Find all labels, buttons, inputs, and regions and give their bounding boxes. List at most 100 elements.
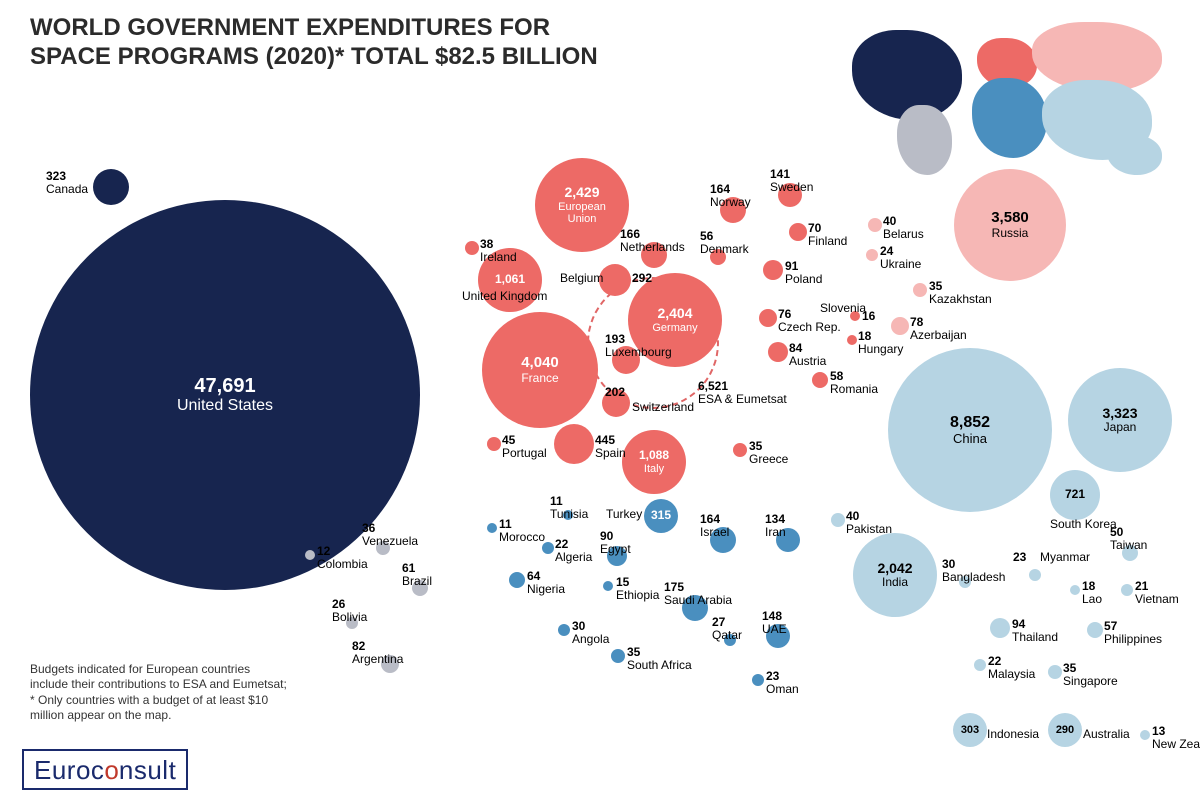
bubble-label: 57Philippines (1104, 620, 1162, 645)
bubble-label: 78Azerbaijan (910, 316, 967, 341)
bubble-label: 50Taiwan (1110, 526, 1147, 551)
bubble-label: 134Iran (765, 513, 786, 538)
bubble-label: Myanmar (1040, 551, 1090, 564)
bubble-label: 27Qatar (712, 616, 742, 641)
bubble-label: 6,521ESA & Eumetsat (698, 380, 787, 405)
bubble-label: 164Israel (700, 513, 729, 538)
bubble-france: 4,040France (482, 312, 598, 428)
bubble-azerbaijan (891, 317, 909, 335)
bubble-label: 175Saudi Arabia (664, 581, 732, 606)
bubble-label: 82Argentina (352, 640, 403, 665)
bubble-canada (93, 169, 129, 205)
bubble-label: 323Canada (46, 170, 88, 195)
bubble-portugal (487, 437, 501, 451)
bubble-eu: 2,429EuropeanUnion (535, 158, 629, 252)
bubble-kazakhstan (913, 283, 927, 297)
bubble-label: 61Brazil (402, 562, 432, 587)
bubble-label: Belgium (560, 272, 603, 285)
bubble-label: 30Angola (572, 620, 609, 645)
bubble-label: 164Norway (710, 183, 751, 208)
bubble-belgium (599, 264, 631, 296)
bubble-algeria (542, 542, 554, 554)
bubble-label: 13New Zealand (1152, 725, 1200, 750)
bubble-label: 193Luxembourg (605, 333, 672, 358)
bubble-label: 94Thailand (1012, 618, 1058, 643)
bubble-spain (554, 424, 594, 464)
bubble-australia: 290 (1048, 713, 1082, 747)
bubble-myanmar (1029, 569, 1041, 581)
bubble-india: 2,042India (853, 533, 937, 617)
bubble-belarus (868, 218, 882, 232)
bubble-angola (558, 624, 570, 636)
bubble-china: 8,852China (888, 348, 1052, 512)
bubble-label: 21Vietnam (1135, 580, 1179, 605)
bubble-label: 141Sweden (770, 168, 813, 193)
bubble-label: 30Bangladesh (942, 558, 1005, 583)
bubble-japan: 3,323Japan (1068, 368, 1172, 472)
bubble-label: 35Kazakhstan (929, 280, 992, 305)
bubble-poland (763, 260, 783, 280)
bubble-label: 58Romania (830, 370, 878, 395)
bubble-label: 11Morocco (499, 518, 545, 543)
bubble-ireland (465, 241, 479, 255)
bubble-label: United Kingdom (462, 290, 547, 303)
bubble-label: 40Belarus (883, 215, 924, 240)
bubble-label: 45Portugal (502, 434, 547, 459)
bubble-label: Indonesia (987, 728, 1039, 741)
bubble-label: Turkey (606, 508, 642, 521)
logo-part3: nsult (119, 755, 176, 785)
bubble-label: 40Pakistan (846, 510, 892, 535)
bubble-label: 202 (605, 386, 625, 399)
footnote-text: Budgets indicated for European countries… (30, 662, 287, 724)
bubble-malaysia (974, 659, 986, 671)
bubble-label: 22Malaysia (988, 655, 1035, 680)
bubble-label: 35Greece (749, 440, 788, 465)
bubble-southafrica (611, 649, 625, 663)
bubble-nz (1140, 730, 1150, 740)
bubble-label: 70Finland (808, 222, 847, 247)
bubble-colombia (305, 550, 315, 560)
bubble-label: Slovenia (820, 302, 866, 315)
bubble-romania (812, 372, 828, 388)
bubble-austria (768, 342, 788, 362)
logo-part2: o (104, 755, 118, 785)
bubble-label: 23 (1013, 551, 1026, 564)
bubble-label: 26Bolivia (332, 598, 367, 623)
bubble-ethiopia (603, 581, 613, 591)
euroconsult-logo: Euroconsult (22, 749, 188, 790)
bubble-label: 56Denmark (700, 230, 749, 255)
bubble-finland (789, 223, 807, 241)
bubble-indonesia: 303 (953, 713, 987, 747)
bubble-label: 23Oman (766, 670, 799, 695)
bubble-label: South Korea (1050, 518, 1117, 531)
bubble-morocco (487, 523, 497, 533)
bubble-label: 35Singapore (1063, 662, 1118, 687)
bubble-label: 11Tunisia (550, 495, 588, 520)
bubble-label: 15Ethiopia (616, 576, 659, 601)
bubble-lao (1070, 585, 1080, 595)
bubble-hungary (847, 335, 857, 345)
bubble-label: 91Poland (785, 260, 822, 285)
bubble-turkey: 315 (644, 499, 678, 533)
bubble-label: Australia (1083, 728, 1130, 741)
bubble-vietnam (1121, 584, 1133, 596)
bubble-czech (759, 309, 777, 327)
bubble-label: 36Venezuela (362, 522, 418, 547)
bubble-label: 35South Africa (627, 646, 692, 671)
bubble-pakistan (831, 513, 845, 527)
bubble-philippines (1087, 622, 1103, 638)
bubble-label: 22Algeria (555, 538, 592, 563)
bubble-label: 38Ireland (480, 238, 517, 263)
logo-part1: Euroc (34, 755, 104, 785)
bubble-thailand (990, 618, 1010, 638)
bubble-label: 64Nigeria (527, 570, 565, 595)
bubble-greece (733, 443, 747, 457)
bubble-label: 90Egypt (600, 530, 631, 555)
bubble-label: 148UAE (762, 610, 787, 635)
bubble-nigeria (509, 572, 525, 588)
bubble-label: 292 (632, 272, 652, 285)
bubble-label: 84Austria (789, 342, 826, 367)
bubble-skorea: 721 (1050, 470, 1100, 520)
bubble-singapore (1048, 665, 1062, 679)
bubble-italy: 1,088Italy (622, 430, 686, 494)
